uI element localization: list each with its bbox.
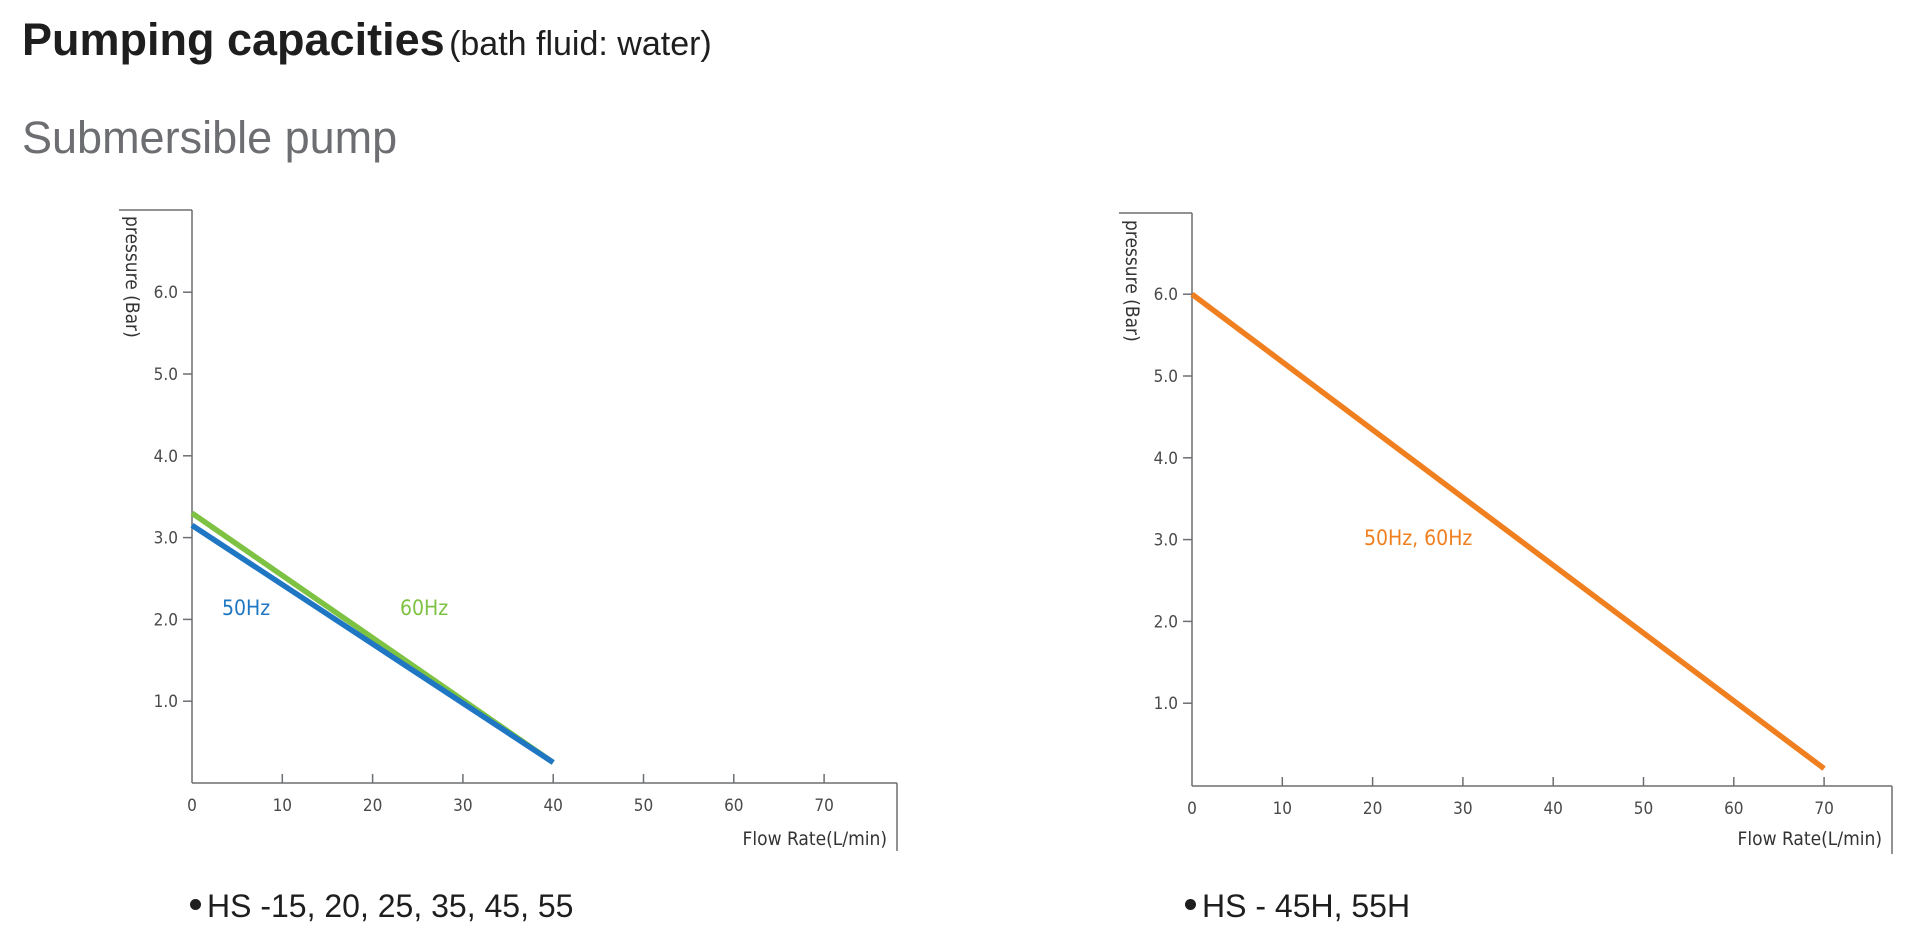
bullet-icon [1185,899,1196,911]
y-tick-label: 2.0 [154,610,178,630]
models-left: HS -15, 20, 25, 35, 45, 55 [190,888,573,925]
x-tick-label: 50 [634,796,653,816]
x-tick-label: 70 [814,796,833,816]
section-subtitle: Submersible pump [22,112,398,163]
x-tick-label: 40 [543,796,562,816]
title-main: Pumping capacities [22,14,445,65]
y-tick-label: 4.0 [154,447,178,467]
x-tick-label: 20 [363,796,382,816]
y-tick-label: 3.0 [154,529,178,549]
y-axis-label: pressure (Bar) [121,216,143,338]
title-note: (bath fluid: water) [449,25,712,63]
x-axis-label: Flow Rate(L/min) [743,828,887,850]
y-tick-label: 6.0 [154,283,178,303]
x-tick-label: 0 [187,796,197,816]
series-label: 50Hz [222,596,270,620]
page-title: Pumping capacities (bath fluid: water) [22,14,712,66]
y-tick-label: 1.0 [154,692,178,712]
x-tick-label: 30 [453,796,472,816]
x-tick-label: 60 [724,796,743,816]
bullet-icon [190,899,201,911]
models-left-label: HS -15, 20, 25, 35, 45, 55 [207,888,574,924]
models-right-label: HS - 45H, 55H [1202,888,1411,924]
models-right: HS - 45H, 55H [1185,888,1410,925]
y-tick-label: 5.0 [154,365,178,385]
series-line-50hz [190,523,555,765]
x-tick-label: 10 [273,796,292,816]
series-label: 60Hz [400,596,448,620]
